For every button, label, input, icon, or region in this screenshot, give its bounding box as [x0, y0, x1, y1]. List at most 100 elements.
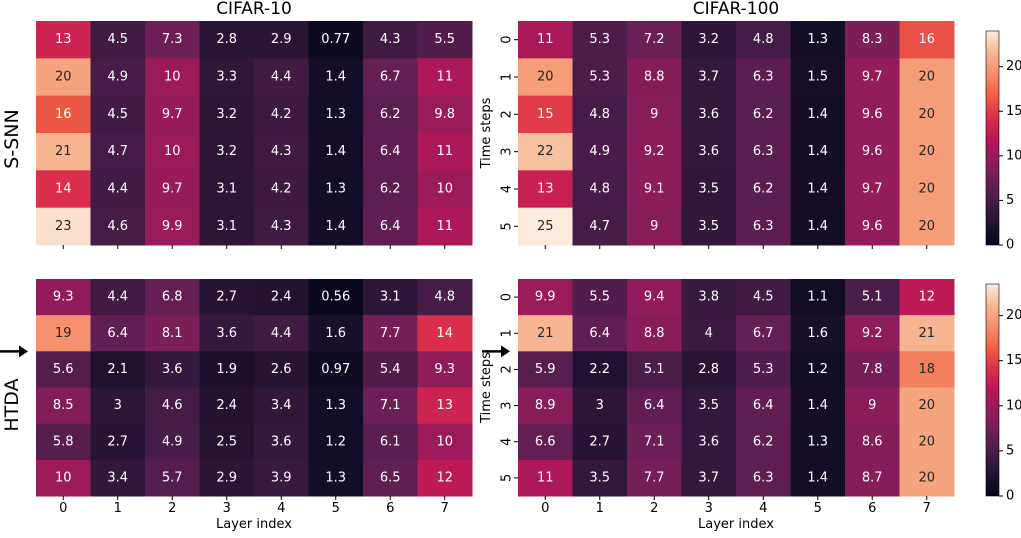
- x-tick-label: 5: [814, 501, 822, 516]
- heatmap-cell: [845, 95, 900, 134]
- heatmap-cell: [736, 315, 791, 352]
- heatmap-cell: [145, 423, 200, 461]
- heatmap-cell: [627, 459, 682, 497]
- heatmap-cell: [845, 351, 900, 388]
- heatmap-cell-label: 3.1: [216, 182, 237, 197]
- heatmap-cell: [308, 95, 364, 134]
- heatmap-cell: [845, 459, 900, 497]
- heatmap-cell: [254, 133, 309, 171]
- x-tick-label: 7: [441, 501, 449, 516]
- heatmap-cell: [36, 315, 91, 352]
- heatmap-cell: [736, 95, 791, 134]
- heatmap-cell: [417, 387, 473, 425]
- heatmap-cell-label: 9.6: [862, 144, 883, 159]
- heatmap-cell: [790, 387, 846, 425]
- heatmap-cell-label: 6.4: [380, 219, 401, 234]
- x-tick-label: 0: [541, 501, 549, 516]
- heatmap-cell-label: 20: [55, 70, 72, 85]
- heatmap-cell: [572, 351, 628, 388]
- y-tick-label: 1: [500, 73, 515, 81]
- heatmap-cell: [90, 351, 146, 388]
- heatmap-cell: [254, 95, 309, 134]
- heatmap-cell: [790, 170, 846, 209]
- heatmap-cell: [518, 21, 573, 59]
- heatmap-cell: [572, 459, 628, 497]
- heatmap-cell-label: 11: [537, 470, 554, 485]
- heatmap-cell-label: 6.2: [380, 182, 401, 197]
- heatmap-cell-label: 16: [55, 107, 72, 122]
- colorbar-gradient: [985, 30, 1000, 246]
- heatmap-cell: [308, 207, 364, 246]
- colorbar-tick-label: 10: [1006, 398, 1021, 413]
- heatmap-cell: [899, 315, 955, 352]
- heatmap-cell: [681, 21, 737, 59]
- heatmap-cell: [899, 351, 955, 388]
- heatmap-cell: [199, 315, 255, 352]
- heatmap-cell: [845, 315, 900, 352]
- heatmap-cell: [681, 351, 737, 388]
- colorbar-tick-label: 5: [1006, 193, 1014, 208]
- heatmap-cell: [90, 423, 146, 461]
- heatmap-cell-label: 7.7: [644, 470, 665, 485]
- heatmap-cell-label: 1.2: [807, 362, 828, 377]
- heatmap-cell-label: 3.6: [216, 326, 237, 341]
- heatmap-cell-label: 1.3: [325, 107, 346, 122]
- heatmap-cell-label: 7.7: [380, 326, 401, 341]
- heatmap-cell: [36, 387, 91, 425]
- x-tick-label: 3: [705, 501, 713, 516]
- heatmap-cell-label: 9.6: [862, 107, 883, 122]
- heatmap-cell: [308, 423, 364, 461]
- heatmap-cell-label: 5.5: [589, 290, 610, 305]
- heatmap-cell: [518, 95, 573, 134]
- heatmap-cell: [572, 133, 628, 171]
- y-tick-label: 2: [500, 110, 515, 118]
- heatmap-cell: [736, 279, 791, 316]
- heatmap-cell-label: 5.4: [380, 362, 401, 377]
- heatmap-cell: [681, 207, 737, 246]
- heatmap-cell-label: 9.1: [644, 182, 665, 197]
- heatmap-cell: [899, 95, 955, 134]
- heatmap-cell-label: 6.2: [753, 182, 774, 197]
- heatmap-cell: [199, 459, 255, 497]
- heatmap-cell-label: 4.4: [107, 182, 128, 197]
- heatmap-cell-label: 21: [918, 326, 935, 341]
- heatmap-cell-label: 9.9: [535, 290, 556, 305]
- heatmap-cell: [254, 279, 309, 316]
- heatmap-cell: [845, 21, 900, 59]
- heatmap-cell-label: 10: [164, 70, 181, 85]
- heatmap-cell: [308, 21, 364, 59]
- heatmap-cell: [363, 133, 418, 171]
- heatmap-cell: [417, 279, 473, 316]
- heatmap-cell-label: 4.4: [271, 70, 292, 85]
- heatmap-cell-label: 4.4: [107, 290, 128, 305]
- heatmap-cell: [790, 459, 846, 497]
- heatmap-cell-label: 7.2: [644, 32, 665, 47]
- colorbar-tick-label: 20: [1006, 59, 1021, 74]
- heatmap-cell-label: 4.7: [107, 144, 128, 159]
- x-axis-label: Layer index: [216, 517, 292, 532]
- heatmap-cell-label: 3.6: [271, 434, 292, 449]
- heatmap-cell: [417, 95, 473, 134]
- heatmap-cell: [572, 95, 628, 134]
- heatmap-cell-label: 20: [918, 434, 935, 449]
- heatmap-cell: [736, 207, 791, 246]
- x-tick-label: 7: [923, 501, 931, 516]
- heatmap-cell-label: 21: [55, 144, 72, 159]
- heatmap-cell: [254, 387, 309, 425]
- heatmap-cell-label: 1.6: [807, 326, 828, 341]
- heatmap-cell: [572, 387, 628, 425]
- heatmap-cell-label: 4.6: [107, 219, 128, 234]
- heatmap-cell: [899, 459, 955, 497]
- heatmap-cell: [627, 279, 682, 316]
- heatmap-cell-label: 0.97: [321, 362, 350, 377]
- heatmap-cell-label: 0.56: [321, 290, 350, 305]
- heatmap-cell-label: 9.7: [862, 70, 883, 85]
- heatmap-cell: [363, 315, 418, 352]
- heatmap-cell-label: 4.8: [589, 182, 610, 197]
- heatmap-cell-label: 8.7: [862, 470, 883, 485]
- heatmap-cell-label: 4.5: [107, 32, 128, 47]
- heatmap-cell: [36, 58, 91, 97]
- heatmap-cell-label: 9.3: [53, 290, 74, 305]
